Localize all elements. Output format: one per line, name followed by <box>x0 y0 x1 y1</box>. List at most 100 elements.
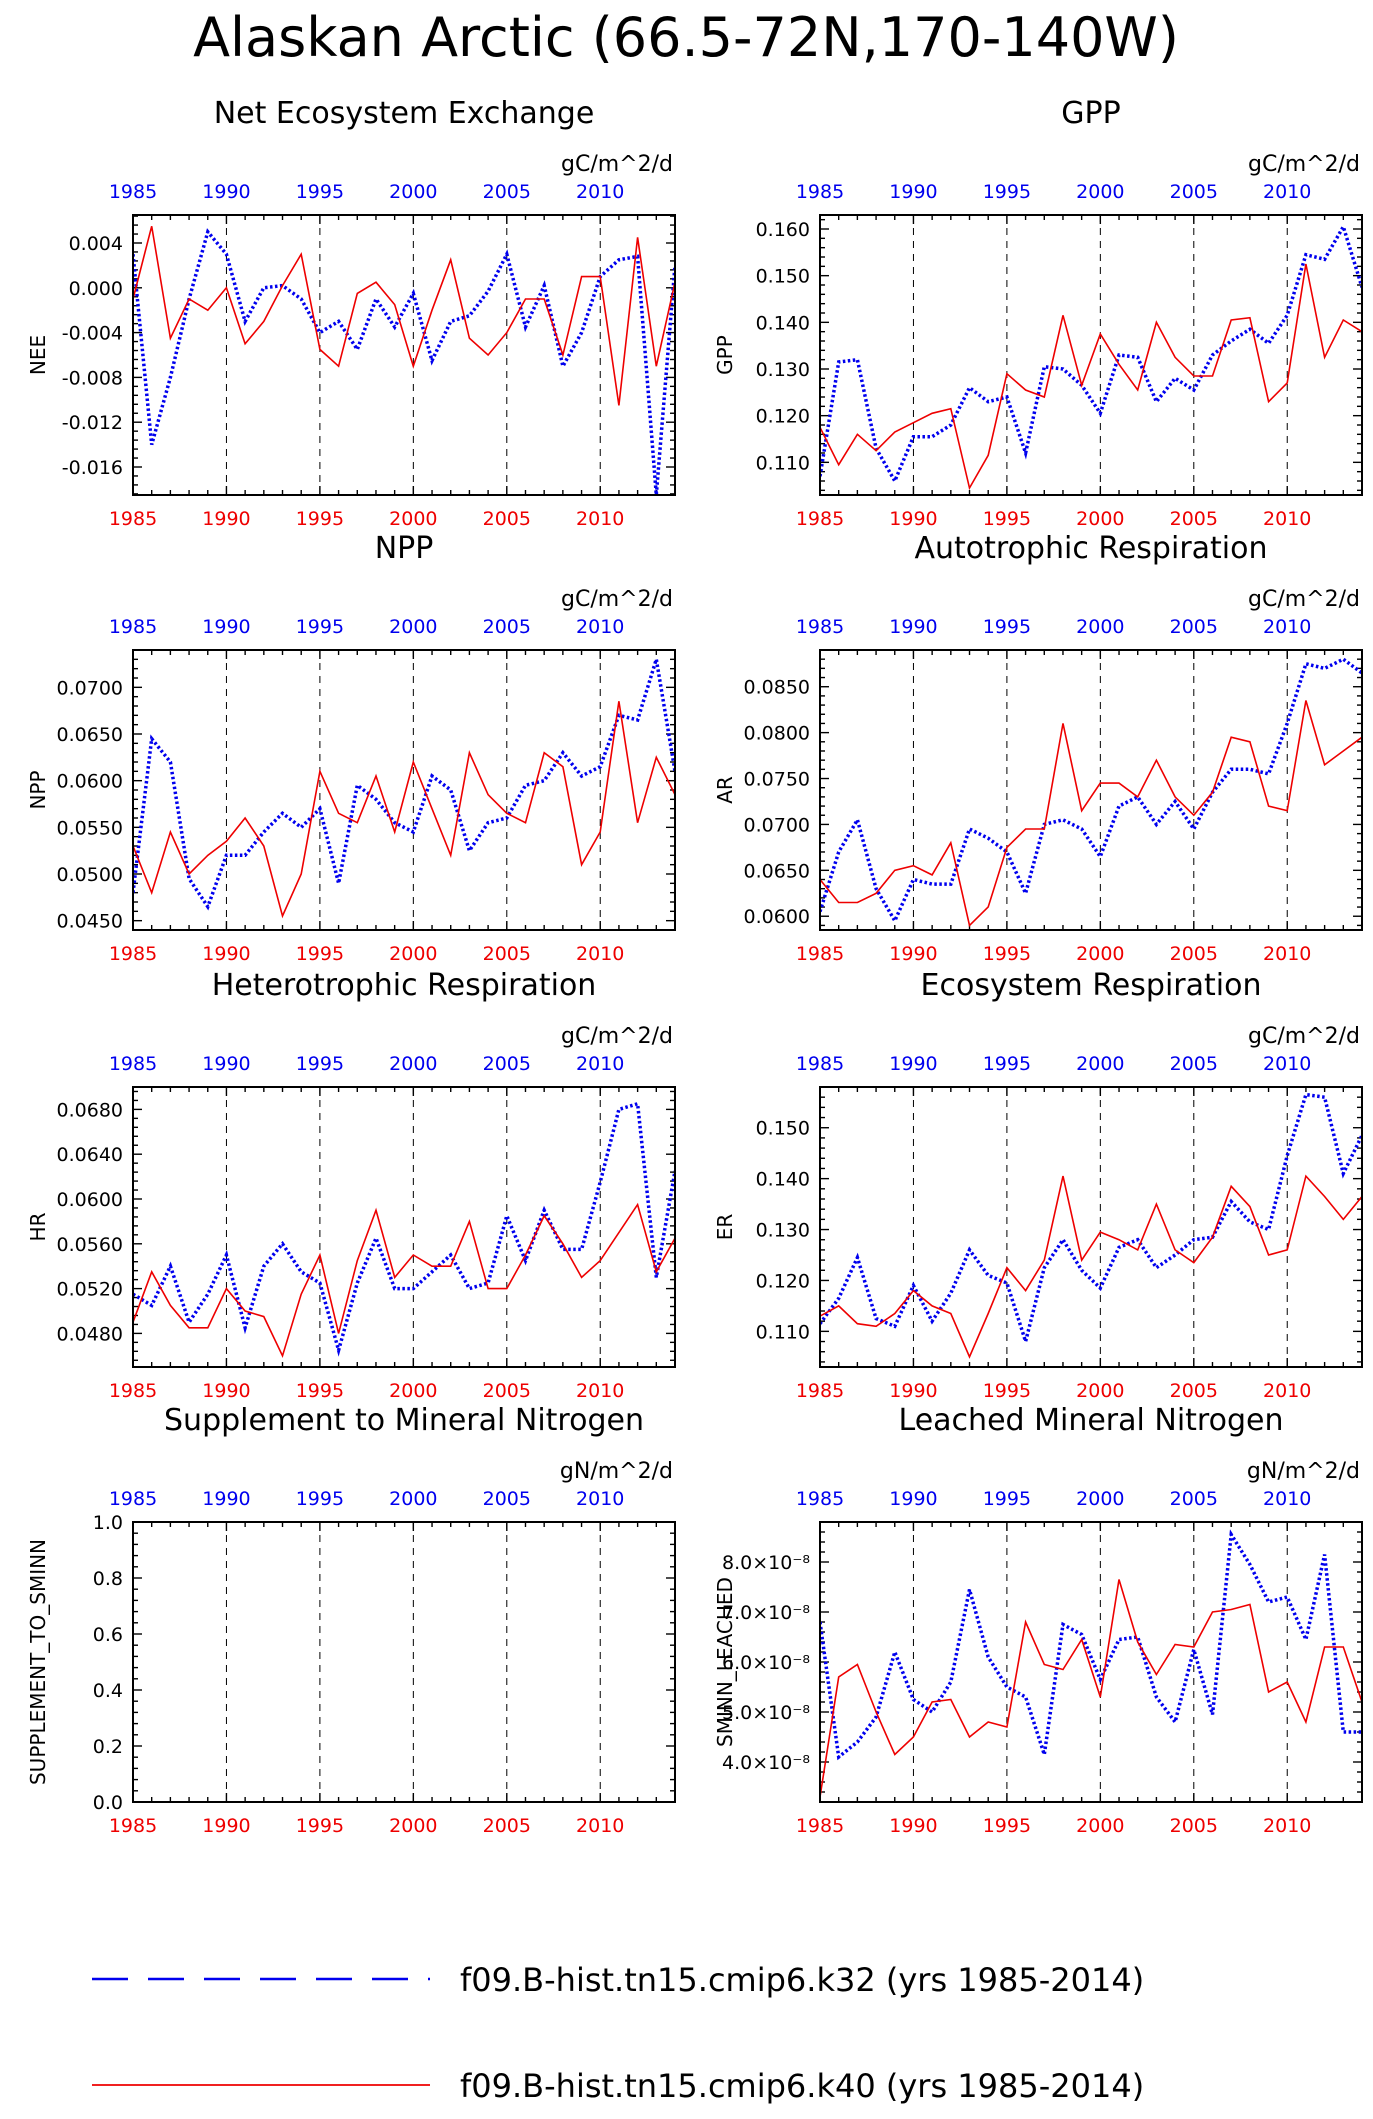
x-tick-label-bottom: 2010 <box>576 508 624 530</box>
x-tick-label-bottom: 1985 <box>109 508 157 530</box>
y-tick-label: 6.0×10⁻⁸ <box>722 1652 810 1674</box>
chart-panels: Net Ecosystem Exchange gC/m^2/d 0.004 0.000… <box>26 96 1363 1837</box>
series-line-k40 <box>820 263 1362 491</box>
x-tick-label-top: 2010 <box>1263 181 1311 203</box>
x-tick-label-top: 1985 <box>796 616 844 638</box>
y-tick-label: 0.0480 <box>57 1323 123 1345</box>
x-tick-label-top: 2005 <box>483 1053 531 1075</box>
series-line-k32 <box>133 1101 675 1357</box>
y-tick-label: 0.150 <box>756 1118 810 1140</box>
y-axis-label: SMINN_LEACHED <box>713 1577 737 1747</box>
x-tick-label-bottom: 1985 <box>796 1380 844 1402</box>
units-label: gN/m^2/d <box>560 1459 673 1484</box>
y-tick-label: 5.0×10⁻⁸ <box>722 1702 810 1724</box>
x-tick-label-top: 1985 <box>796 1053 844 1075</box>
panel-title: Leached Mineral Nitrogen <box>899 1403 1284 1438</box>
x-tick-label-top: 1985 <box>109 181 157 203</box>
x-tick-label-bottom: 1990 <box>202 508 250 530</box>
x-tick-label-bottom: 1995 <box>983 1380 1031 1402</box>
x-tick-label-bottom: 2000 <box>1076 943 1124 965</box>
y-tick-label: -0.012 <box>62 412 123 434</box>
units-label: gC/m^2/d <box>1248 1024 1360 1049</box>
x-tick-label-bottom: 2005 <box>483 943 531 965</box>
x-tick-label-top: 2005 <box>483 1488 531 1510</box>
x-tick-label-top: 1995 <box>983 181 1031 203</box>
x-tick-label-bottom: 2000 <box>1076 508 1124 530</box>
y-tick-label: 0.0680 <box>57 1099 123 1121</box>
panel-title: Autotrophic Respiration <box>914 531 1267 566</box>
series-line-k40 <box>133 1202 675 1359</box>
y-tick-label: 0.0850 <box>744 677 810 699</box>
x-tick-label-top: 1995 <box>983 616 1031 638</box>
panel-2: GPP gC/m^2/d 0.110 0.120 0.130 0.140 0.150 0.16… <box>713 96 1363 530</box>
x-tick-label-top: 2000 <box>1076 1488 1124 1510</box>
panel-6: Ecosystem Respiration gC/m^2/d 0.110 0.120 0… <box>713 968 1363 1402</box>
x-tick-label-top: 2005 <box>1170 181 1218 203</box>
series-line-k40 <box>820 700 1362 927</box>
y-tick-label: 0.0800 <box>744 723 810 745</box>
x-tick-label-top: 2005 <box>483 616 531 638</box>
y-tick-label: 0.120 <box>756 406 810 428</box>
x-tick-label-bottom: 2005 <box>1170 943 1218 965</box>
x-tick-label-top: 2000 <box>389 1488 437 1510</box>
panel-1: Net Ecosystem Exchange gC/m^2/d 0.004 0.000… <box>26 96 676 530</box>
x-tick-label-bottom: 2005 <box>1170 1815 1218 1837</box>
x-tick-label-top: 2010 <box>576 1053 624 1075</box>
series-line-k32 <box>820 657 1362 925</box>
x-tick-label-bottom: 1995 <box>983 508 1031 530</box>
x-tick-label-top: 2010 <box>576 1488 624 1510</box>
x-tick-label-bottom: 1990 <box>889 508 937 530</box>
y-tick-label: 0.4 <box>93 1680 123 1702</box>
x-tick-label-top: 2010 <box>1263 1488 1311 1510</box>
x-tick-label-top: 1990 <box>202 616 250 638</box>
y-tick-label: 0.6 <box>93 1624 123 1646</box>
y-tick-label: 0.0650 <box>57 724 123 746</box>
panel-8: Leached Mineral Nitrogen gN/m^2/d 4.0×10⁻⁸… <box>713 1403 1363 1837</box>
plot-frame <box>819 1521 1363 1803</box>
series-line-k32 <box>820 222 1362 485</box>
x-tick-label-bottom: 1995 <box>296 1380 344 1402</box>
y-tick-label: 0.140 <box>756 1169 810 1191</box>
x-tick-label-bottom: 2010 <box>576 1380 624 1402</box>
y-tick-label: 8.0×10⁻⁸ <box>722 1552 810 1574</box>
x-tick-label-top: 1985 <box>109 1488 157 1510</box>
y-axis-label: HR <box>26 1212 50 1241</box>
x-tick-label-bottom: 1995 <box>296 1815 344 1837</box>
x-tick-label-bottom: 2005 <box>483 508 531 530</box>
y-tick-label: 0.0520 <box>57 1279 123 1301</box>
x-tick-label-bottom: 2010 <box>1263 1815 1311 1837</box>
x-tick-label-bottom: 2005 <box>1170 1380 1218 1402</box>
units-label: gC/m^2/d <box>561 152 673 177</box>
x-tick-label-top: 2010 <box>576 616 624 638</box>
x-tick-label-bottom: 1990 <box>889 943 937 965</box>
y-tick-label: 0.0600 <box>57 771 123 793</box>
x-tick-label-bottom: 2005 <box>483 1380 531 1402</box>
x-tick-label-top: 2005 <box>1170 1488 1218 1510</box>
x-tick-label-top: 1990 <box>889 1053 937 1075</box>
y-tick-label: 0.0640 <box>57 1144 123 1166</box>
units-label: gC/m^2/d <box>1248 152 1360 177</box>
y-tick-label: 0.120 <box>756 1270 810 1292</box>
units-label: gC/m^2/d <box>561 587 673 612</box>
y-tick-label: 0.2 <box>93 1736 123 1758</box>
panel-title: Ecosystem Respiration <box>921 968 1262 1003</box>
x-tick-label-top: 1995 <box>983 1053 1031 1075</box>
plot-frame <box>132 214 676 496</box>
panel-5: Heterotrophic Respiration gC/m^2/d 0.0480 0… <box>26 968 676 1402</box>
y-axis-label: NEE <box>26 335 50 375</box>
x-tick-label-top: 1995 <box>983 1488 1031 1510</box>
x-tick-label-top: 1990 <box>889 181 937 203</box>
panel-title: NPP <box>375 531 434 566</box>
x-tick-label-bottom: 2010 <box>576 943 624 965</box>
x-tick-label-top: 2005 <box>1170 616 1218 638</box>
x-tick-label-top: 2010 <box>1263 616 1311 638</box>
y-tick-label: 0.130 <box>756 1220 810 1242</box>
series-line-k32 <box>820 1092 1362 1348</box>
x-tick-label-top: 1985 <box>109 616 157 638</box>
y-tick-label: 7.0×10⁻⁸ <box>722 1602 810 1624</box>
x-tick-label-bottom: 1995 <box>983 943 1031 965</box>
y-tick-label: 0.0600 <box>744 906 810 928</box>
x-tick-label-bottom: 2000 <box>389 1380 437 1402</box>
x-tick-label-top: 2000 <box>1076 1053 1124 1075</box>
x-tick-label-bottom: 1990 <box>889 1815 937 1837</box>
